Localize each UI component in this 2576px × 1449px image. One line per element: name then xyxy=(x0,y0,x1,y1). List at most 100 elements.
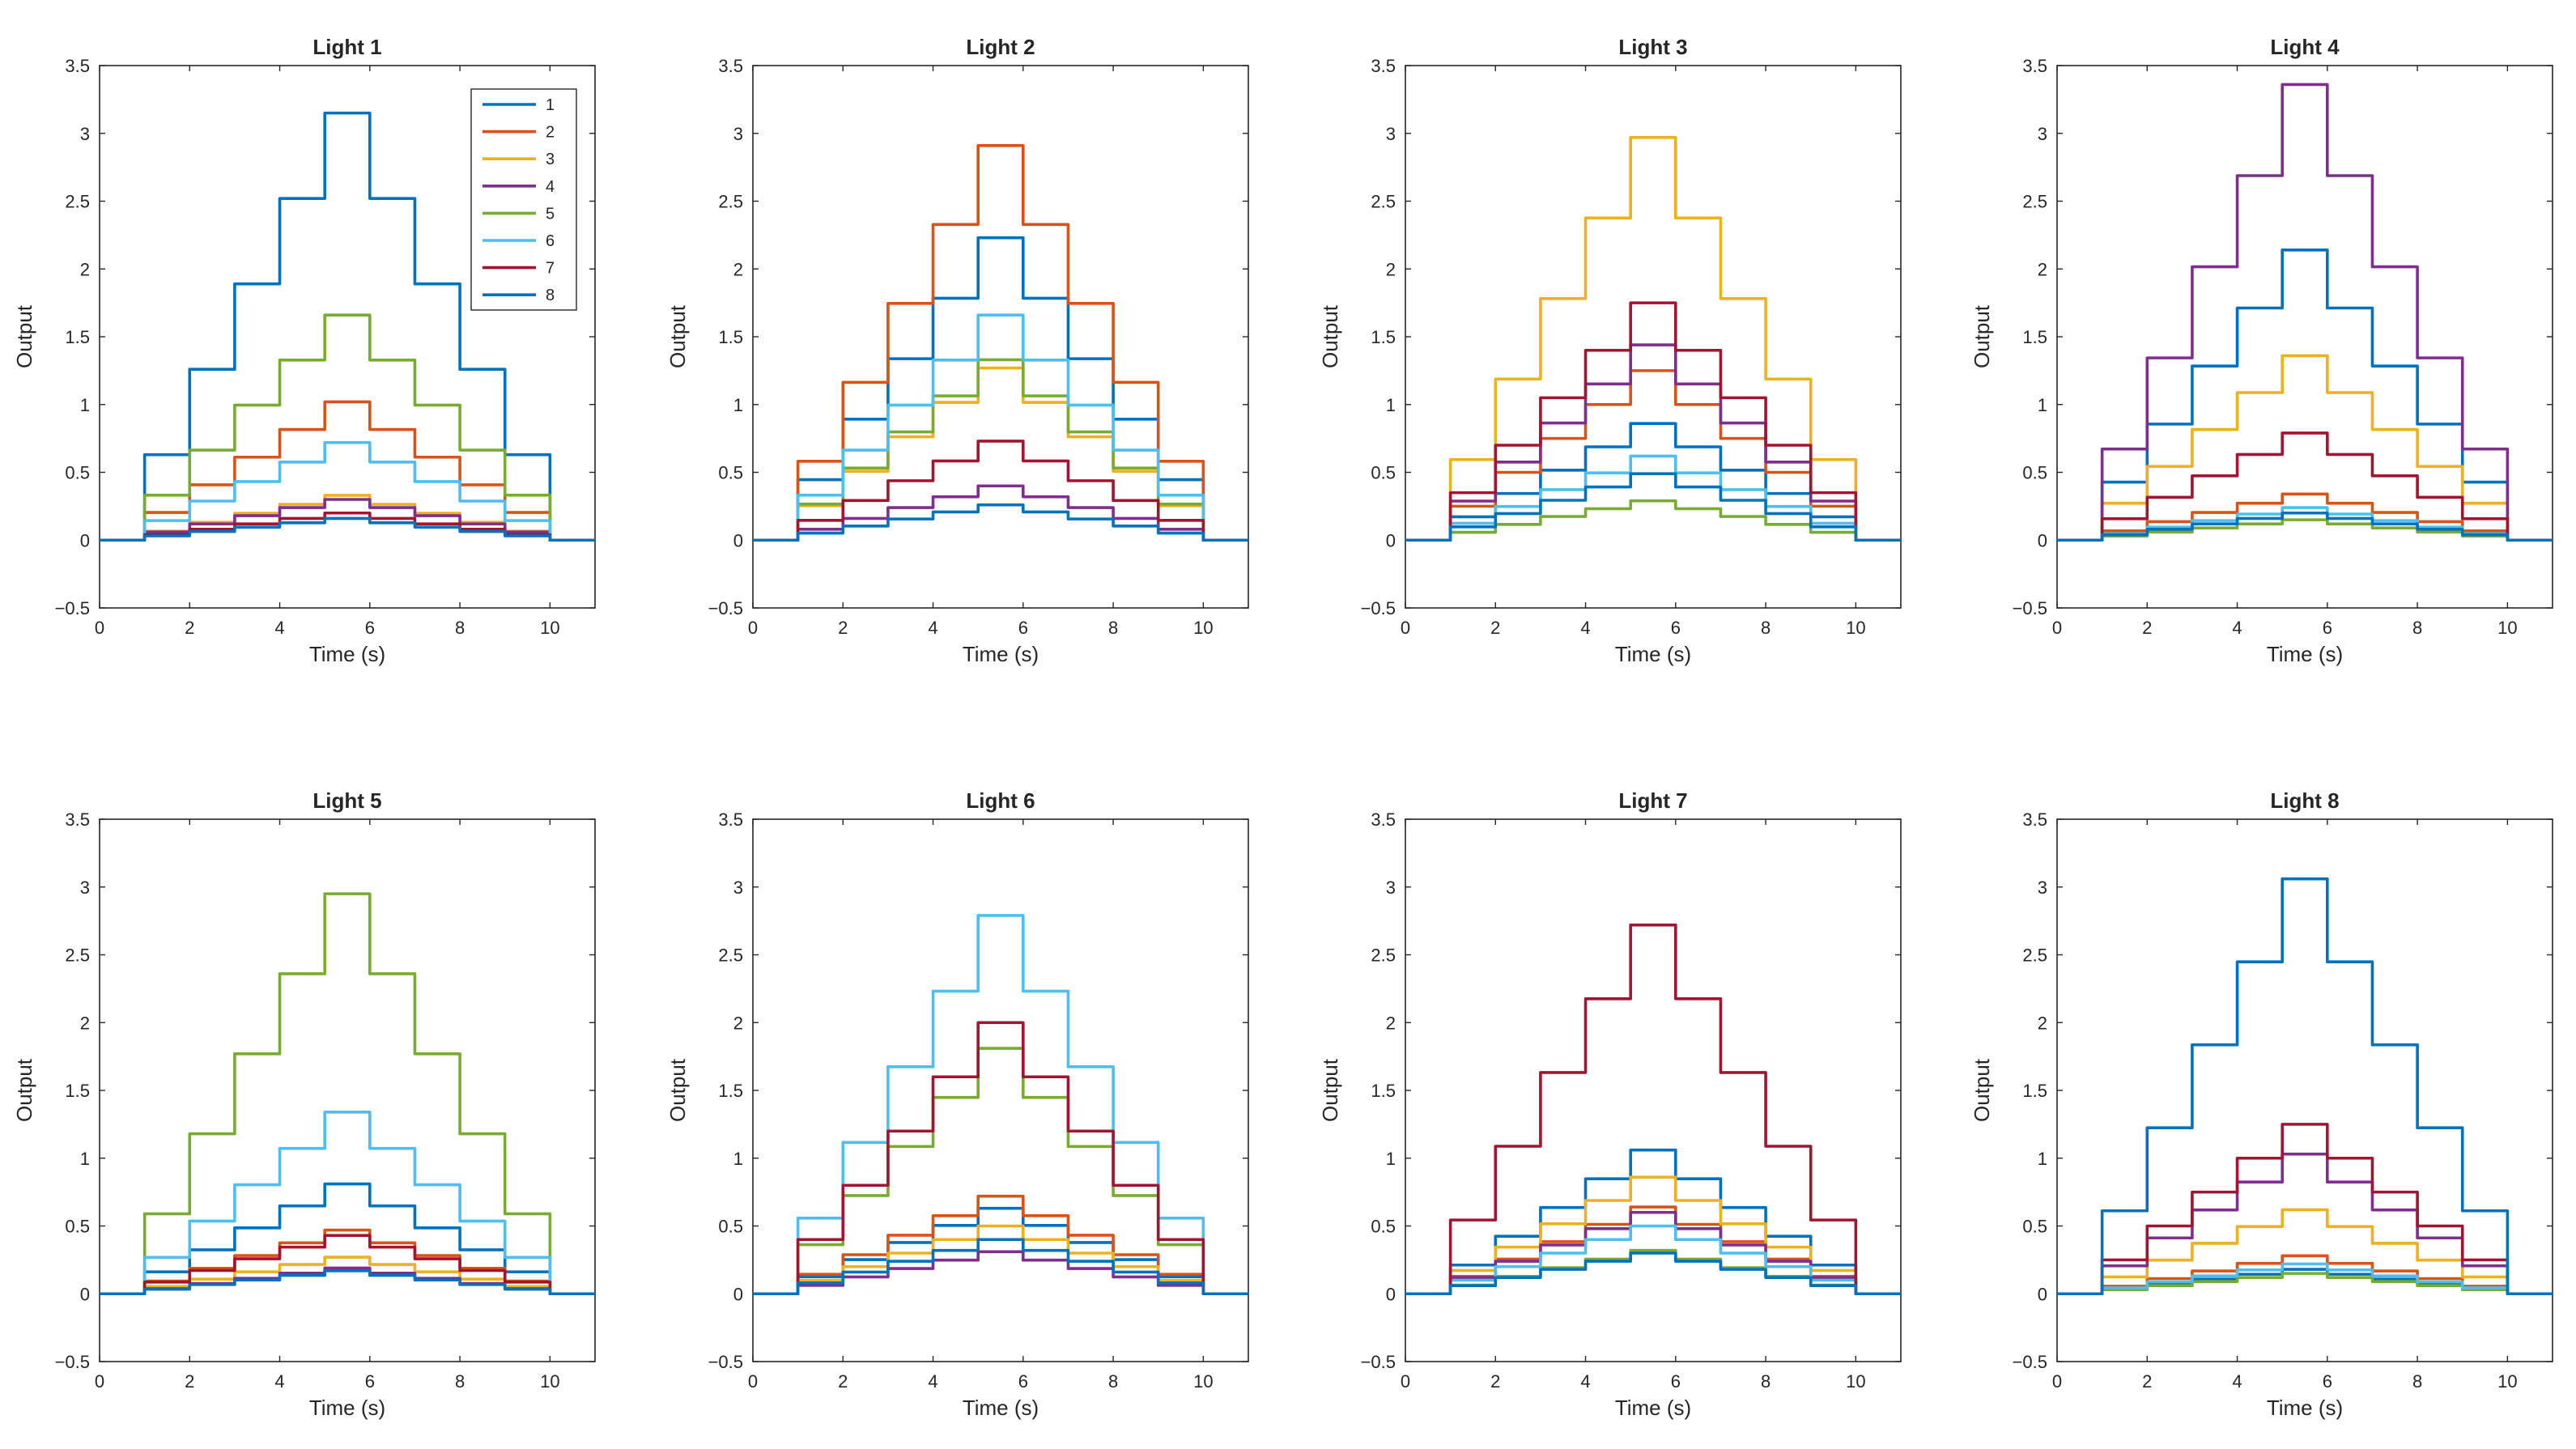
x-tick-label: 0 xyxy=(1401,1371,1410,1392)
x-tick-label: 10 xyxy=(2497,1371,2517,1392)
x-axis-label: Time (s) xyxy=(963,642,1039,666)
y-axis-label: Output xyxy=(665,1058,690,1122)
series-line-8 xyxy=(100,516,595,542)
x-tick-label: 2 xyxy=(838,618,848,638)
series-line-8 xyxy=(2057,877,2553,1296)
y-tick-label: 1.5 xyxy=(718,1081,743,1101)
x-tick-label: 0 xyxy=(748,618,758,638)
x-tick-label: 10 xyxy=(540,1371,559,1392)
subplot-title: Light 5 xyxy=(312,788,381,813)
series-line-6 xyxy=(2057,1262,2553,1296)
subplot-title: Light 7 xyxy=(1618,788,1687,813)
x-tick-label: 10 xyxy=(1846,618,1865,638)
y-tick-label: 0 xyxy=(733,1284,743,1304)
y-tick-label: 2.5 xyxy=(1371,945,1396,966)
series-line-8 xyxy=(2057,511,2553,542)
legend-label-7: 7 xyxy=(546,260,555,278)
legend-label-6: 6 xyxy=(546,232,555,250)
x-tick-label: 2 xyxy=(185,1371,194,1392)
y-axis-label: Output xyxy=(1970,1058,1994,1122)
x-tick-label: 0 xyxy=(1401,618,1410,638)
series-line-6 xyxy=(100,1111,595,1296)
y-tick-label: 3 xyxy=(2038,877,2047,898)
subplot-title: Light 3 xyxy=(1618,35,1687,59)
series-line-6 xyxy=(753,914,1248,1296)
y-tick-label: 3.5 xyxy=(2022,809,2047,830)
y-tick-label: −0.5 xyxy=(708,598,743,618)
x-axis-label: Time (s) xyxy=(2267,642,2343,666)
legend-label-8: 8 xyxy=(546,287,555,304)
y-tick-label: 0 xyxy=(2038,1284,2047,1304)
y-tick-label: 2.5 xyxy=(65,192,90,212)
x-axis-label: Time (s) xyxy=(309,642,385,666)
y-tick-label: 2 xyxy=(80,259,90,279)
x-axis-label: Time (s) xyxy=(2267,1396,2343,1420)
y-tick-label: 2 xyxy=(733,259,743,279)
y-tick-label: 2.5 xyxy=(2022,945,2047,966)
x-tick-label: 0 xyxy=(2052,618,2062,638)
series-line-8 xyxy=(100,1268,595,1296)
x-tick-label: 6 xyxy=(1018,618,1028,638)
y-tick-label: 0.5 xyxy=(718,463,743,483)
subplot-title: Light 2 xyxy=(966,35,1035,59)
y-tick-label: 1 xyxy=(80,395,90,415)
x-tick-label: 10 xyxy=(2497,618,2517,638)
series-group xyxy=(2057,877,2553,1296)
y-tick-label: 2 xyxy=(2038,1013,2047,1033)
y-tick-label: 1.5 xyxy=(2022,1081,2047,1101)
x-tick-label: 10 xyxy=(540,618,559,638)
x-tick-label: 4 xyxy=(1580,618,1590,638)
x-tick-label: 4 xyxy=(1580,1371,1590,1392)
y-tick-label: −0.5 xyxy=(2013,598,2047,618)
x-tick-label: 8 xyxy=(1761,618,1770,638)
x-tick-label: 4 xyxy=(274,1371,284,1392)
y-tick-label: 0.5 xyxy=(2022,1217,2047,1237)
y-tick-label: 1 xyxy=(80,1149,90,1169)
x-tick-label: 0 xyxy=(2052,1371,2062,1392)
x-tick-label: 2 xyxy=(1490,1371,1500,1392)
axes-box xyxy=(2056,818,2553,1362)
series-group xyxy=(753,914,1248,1296)
y-tick-label: 2.5 xyxy=(718,945,743,966)
x-tick-label: 2 xyxy=(838,1371,848,1392)
series-line-1 xyxy=(2057,249,2553,542)
y-tick-label: 1 xyxy=(733,1149,743,1169)
y-tick-label: 1 xyxy=(733,395,743,415)
y-tick-label: 0.5 xyxy=(2022,463,2047,483)
y-tick-label: 1.5 xyxy=(65,1081,90,1101)
y-tick-label: 3.5 xyxy=(65,809,90,830)
series-line-8 xyxy=(753,1238,1248,1296)
legend-box xyxy=(470,88,577,311)
y-tick-label: −0.5 xyxy=(55,1352,90,1372)
subplot-title: Light 6 xyxy=(966,788,1035,813)
series-line-7 xyxy=(1405,923,1901,1296)
legend-label-5: 5 xyxy=(546,205,555,223)
y-tick-label: 3 xyxy=(733,877,743,898)
y-axis-label: Output xyxy=(1318,1058,1342,1122)
x-axis-label: Time (s) xyxy=(309,1396,385,1420)
x-tick-label: 6 xyxy=(365,618,375,638)
x-tick-label: 8 xyxy=(455,618,465,638)
y-tick-label: 3.5 xyxy=(1371,56,1396,76)
series-line-6 xyxy=(100,440,595,542)
x-axis-label: Time (s) xyxy=(1615,1396,1691,1420)
y-axis-label: Output xyxy=(665,304,690,368)
y-tick-label: 1.5 xyxy=(1371,327,1396,347)
x-tick-label: 4 xyxy=(928,618,937,638)
subplot-title: Light 1 xyxy=(312,35,381,59)
series-line-5 xyxy=(100,892,595,1296)
y-tick-label: 0.5 xyxy=(65,1217,90,1237)
series-line-6 xyxy=(753,313,1248,542)
x-tick-label: 8 xyxy=(1761,1371,1770,1392)
x-tick-label: 2 xyxy=(2142,618,2152,638)
y-tick-label: 1.5 xyxy=(2022,327,2047,347)
x-tick-label: 4 xyxy=(2232,1371,2242,1392)
subplot-title: Light 8 xyxy=(2270,788,2339,813)
y-tick-label: 2.5 xyxy=(65,945,90,966)
y-tick-label: 1 xyxy=(2038,1149,2047,1169)
y-tick-label: 0 xyxy=(1386,530,1396,550)
